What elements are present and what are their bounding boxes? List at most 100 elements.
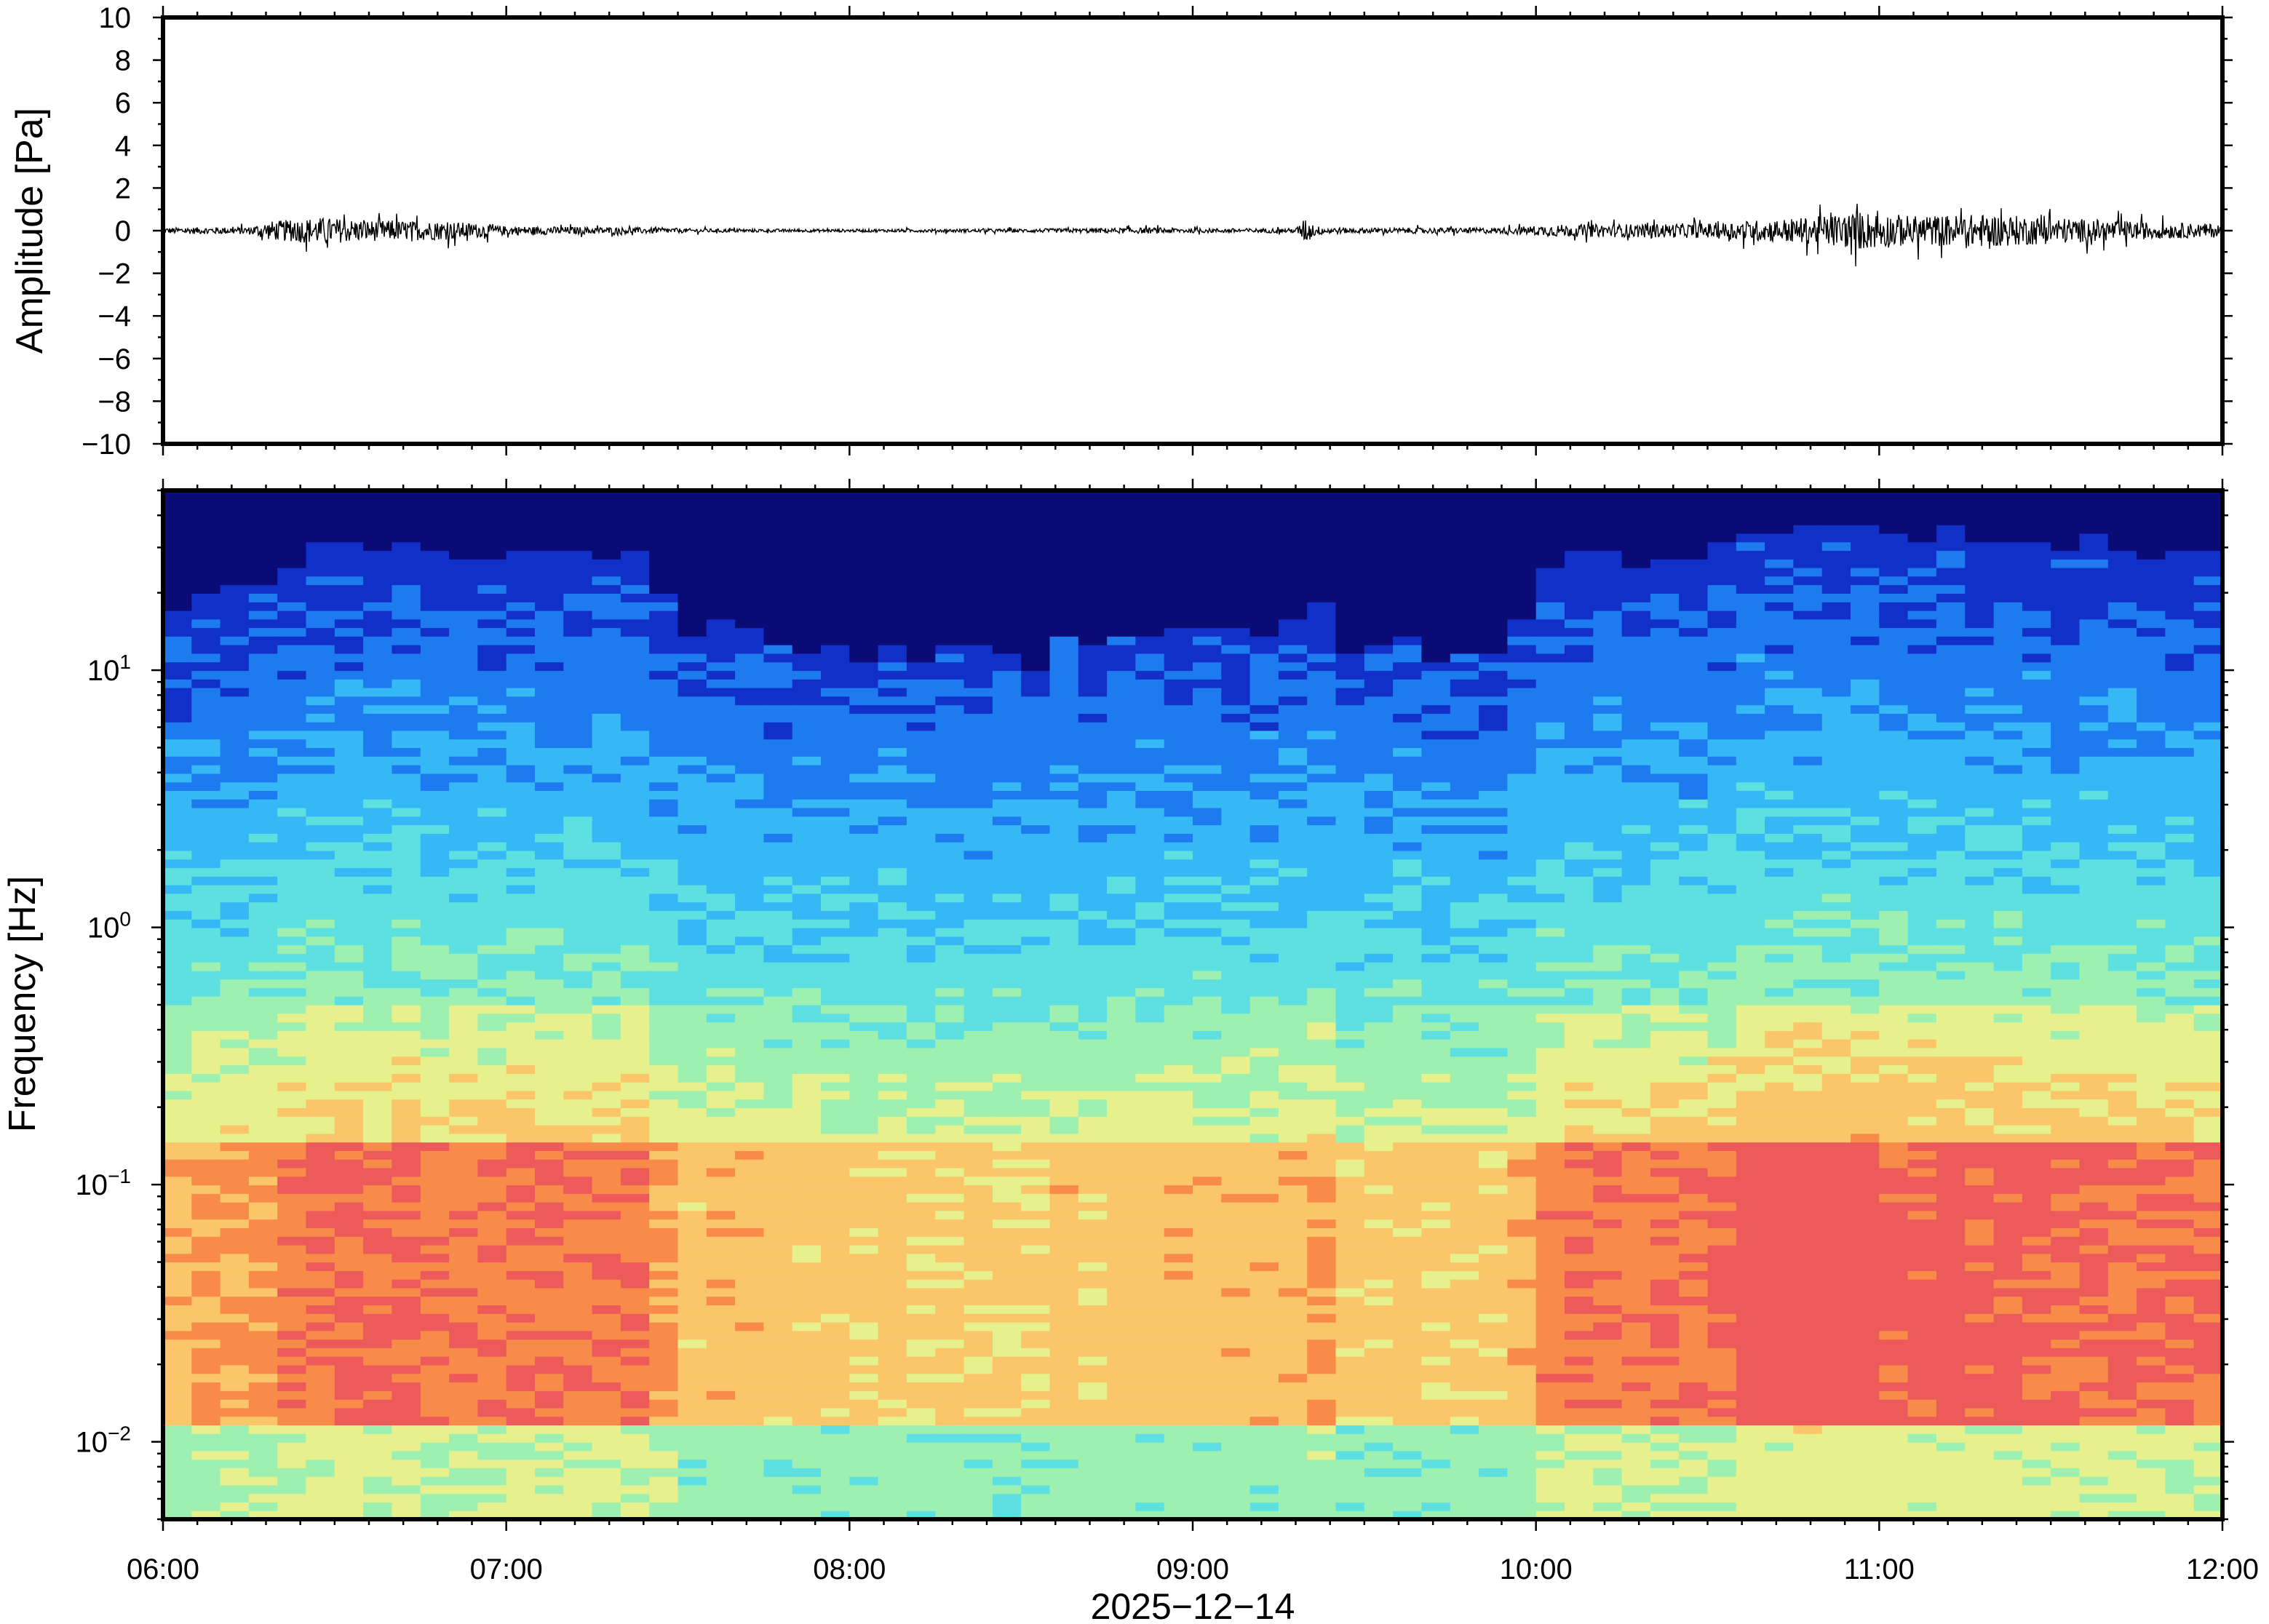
spectrogram-cell <box>477 1099 507 1108</box>
spectrogram-cell <box>935 1056 965 1066</box>
spectrogram-cell <box>563 1133 593 1143</box>
spectrogram-cell <box>906 653 936 663</box>
spectrogram-cell <box>1049 722 1079 731</box>
spectrogram-cell <box>1307 1305 1337 1314</box>
spectrogram-cell <box>1278 773 1308 783</box>
spectrogram-cell <box>878 550 907 560</box>
spectrogram-cell <box>535 696 564 706</box>
spectrogram-cell <box>1278 636 1308 645</box>
spectrogram-cell <box>1307 1099 1337 1108</box>
spectrogram-cell <box>563 781 593 791</box>
spectrogram-cell <box>1278 919 1308 928</box>
spectrogram-cell <box>649 516 679 525</box>
spectrogram-cell <box>449 576 478 586</box>
spectrogram-cell <box>1078 1133 1108 1143</box>
spectrogram-cell <box>1335 1399 1365 1409</box>
spectrogram-cell <box>878 1064 907 1074</box>
spectrogram-cell <box>191 1502 221 1511</box>
spectrogram-cell <box>363 679 392 688</box>
spectrogram-cell <box>506 704 536 714</box>
spectrogram-cell <box>735 1167 764 1177</box>
spectrogram-cell <box>1135 747 1165 757</box>
spectrogram-cell <box>420 1244 450 1254</box>
spectrogram-cell <box>620 1030 650 1040</box>
spectrogram-cell <box>592 1159 621 1169</box>
spectrogram-cell <box>1249 568 1279 577</box>
spectrogram-cell <box>935 584 965 594</box>
spectrogram-cell <box>963 618 993 629</box>
spectrogram-cell <box>563 1305 593 1314</box>
spectrogram-cell <box>163 1047 192 1057</box>
spectrogram-cell <box>1278 1433 1308 1443</box>
spectrogram-cell <box>306 1416 335 1425</box>
spectrogram-cell <box>992 1219 1022 1228</box>
spectrogram-cell <box>1078 979 1108 989</box>
spectrogram-cell <box>1278 850 1308 860</box>
spectrogram-cell <box>248 1399 278 1409</box>
spectrogram-cell <box>220 1459 250 1468</box>
spectrogram-cell <box>363 1082 392 1091</box>
spectrogram-cell <box>878 850 907 860</box>
spectrogram-cell <box>935 1150 965 1160</box>
spectrogram-cell <box>306 1484 335 1494</box>
spectrogram-cell <box>1164 1047 1193 1057</box>
spectrogram-cell <box>1107 910 1136 920</box>
spectrogram-cell <box>1307 576 1337 586</box>
spectrogram-cell <box>763 1030 793 1040</box>
spectrogram-cell <box>191 722 221 731</box>
spectrogram-cell <box>420 661 450 672</box>
spectrogram-cell <box>677 1390 707 1400</box>
spectrogram-cell <box>735 679 764 688</box>
spectrogram-cell <box>334 1176 364 1186</box>
spectrogram-cell <box>1307 645 1337 654</box>
spectrogram-cell <box>191 1339 221 1348</box>
spectrogram-cell <box>677 1244 707 1254</box>
spectrogram-cell <box>620 1305 650 1314</box>
spectrogram-cell <box>735 816 764 826</box>
spectrogram-cell <box>535 842 564 851</box>
spectrogram-cell <box>506 1313 536 1323</box>
spectrogram-cell <box>191 1262 221 1271</box>
spectrogram-cell <box>163 550 192 560</box>
spectrogram-cell <box>506 1193 536 1203</box>
spectrogram-cell <box>963 1193 993 1203</box>
spectrogram-cell <box>1164 1364 1193 1374</box>
spectrogram-cell <box>821 765 850 774</box>
spectrogram-cell <box>1193 1227 1222 1237</box>
spectrogram-cell <box>392 808 421 817</box>
spectrogram-cell <box>220 1279 250 1289</box>
spectrogram-cell <box>506 850 536 860</box>
spectrogram-cell <box>392 704 421 714</box>
spectrogram-cell <box>420 773 450 783</box>
spectrogram-cell <box>1335 910 1365 920</box>
spectrogram-cell <box>1021 1073 1051 1083</box>
spectrogram-cell <box>849 1425 879 1434</box>
spectrogram-cell <box>649 1073 679 1083</box>
spectrogram-cell <box>220 696 250 706</box>
spectrogram-cell <box>1278 713 1308 723</box>
spectrogram-cell <box>792 1425 822 1434</box>
spectrogram-cell <box>849 1047 879 1057</box>
spectrogram-cell <box>449 627 478 637</box>
spectrogram-cell <box>163 559 192 568</box>
spectrogram-cell <box>1164 722 1193 731</box>
spectrogram-cell <box>163 739 192 749</box>
spectrogram-cell <box>334 1364 364 1374</box>
spectrogram-cell <box>706 1107 736 1117</box>
spectrogram-cell <box>792 1287 822 1297</box>
spectrogram-cell <box>1278 653 1308 663</box>
spectrogram-cell <box>849 1270 879 1280</box>
spectrogram-cell <box>1221 498 1251 509</box>
spectrogram-cell <box>506 1348 536 1357</box>
spectrogram-cell <box>163 970 192 980</box>
spectrogram-cell <box>420 893 450 903</box>
spectrogram-cell <box>620 516 650 525</box>
spectrogram-cell <box>706 1116 736 1126</box>
spectrogram-cell <box>649 1502 679 1511</box>
spectrogram-cell <box>1307 944 1337 954</box>
spectrogram-cell <box>1078 808 1108 817</box>
spectrogram-cell <box>792 885 822 894</box>
spectrogram-cell <box>334 944 364 954</box>
spectrogram-cell <box>677 704 707 714</box>
spectrogram-cell <box>963 1433 993 1443</box>
